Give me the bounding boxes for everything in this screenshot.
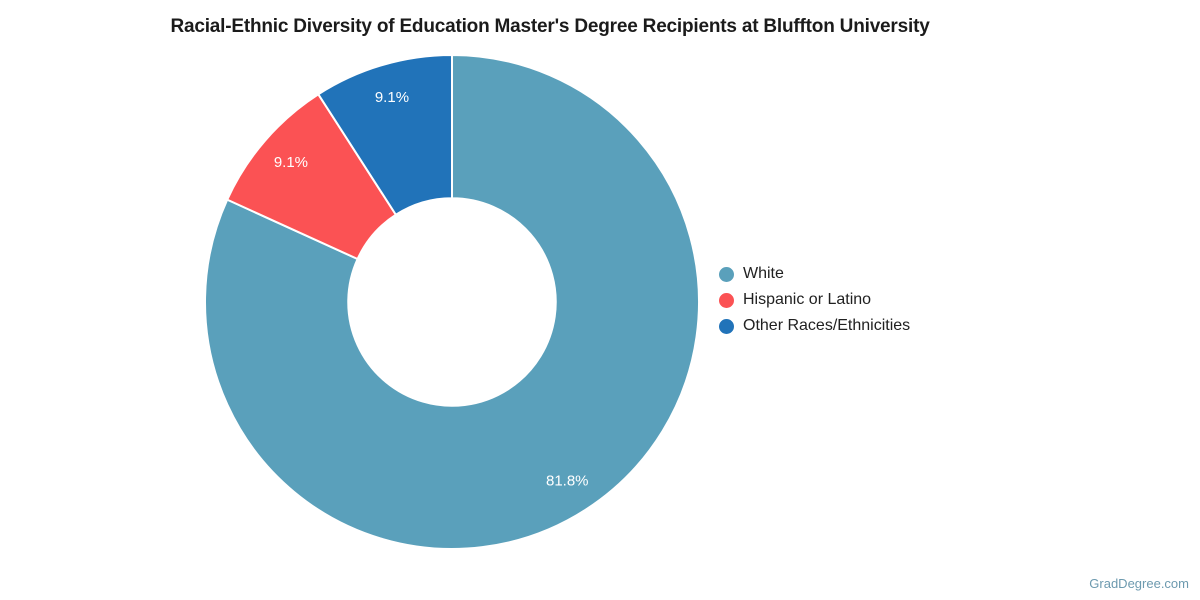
slice-value-label: 9.1%: [274, 154, 308, 171]
legend-swatch-icon: [719, 318, 734, 334]
legend-label: White: [743, 265, 784, 282]
slice-value-label: 81.8%: [546, 473, 589, 490]
legend-item-2: Other Races/Ethnicities: [719, 316, 910, 336]
legend-item-0: White: [719, 264, 910, 284]
slice-value-label: 9.1%: [375, 89, 409, 106]
pie-slice-2: [317, 55, 453, 216]
legend-swatch-icon: [719, 292, 734, 308]
pie-slice-0: [205, 55, 699, 549]
legend: White Hispanic or Latino Other Races/Ethni…: [719, 264, 910, 336]
chart-title: Racial-Ethnic Diversity of Education Mas…: [170, 16, 930, 37]
donut-chart: 81.8% 9.1% 9.1%: [205, 55, 699, 549]
watermark-link[interactable]: GradDegree.com: [1089, 576, 1189, 591]
legend-label: Other Races/Ethnicities: [743, 317, 911, 334]
legend-label: Hispanic or Latino: [743, 291, 872, 308]
legend-item-1: Hispanic or Latino: [719, 290, 910, 310]
legend-swatch-icon: [719, 266, 734, 282]
